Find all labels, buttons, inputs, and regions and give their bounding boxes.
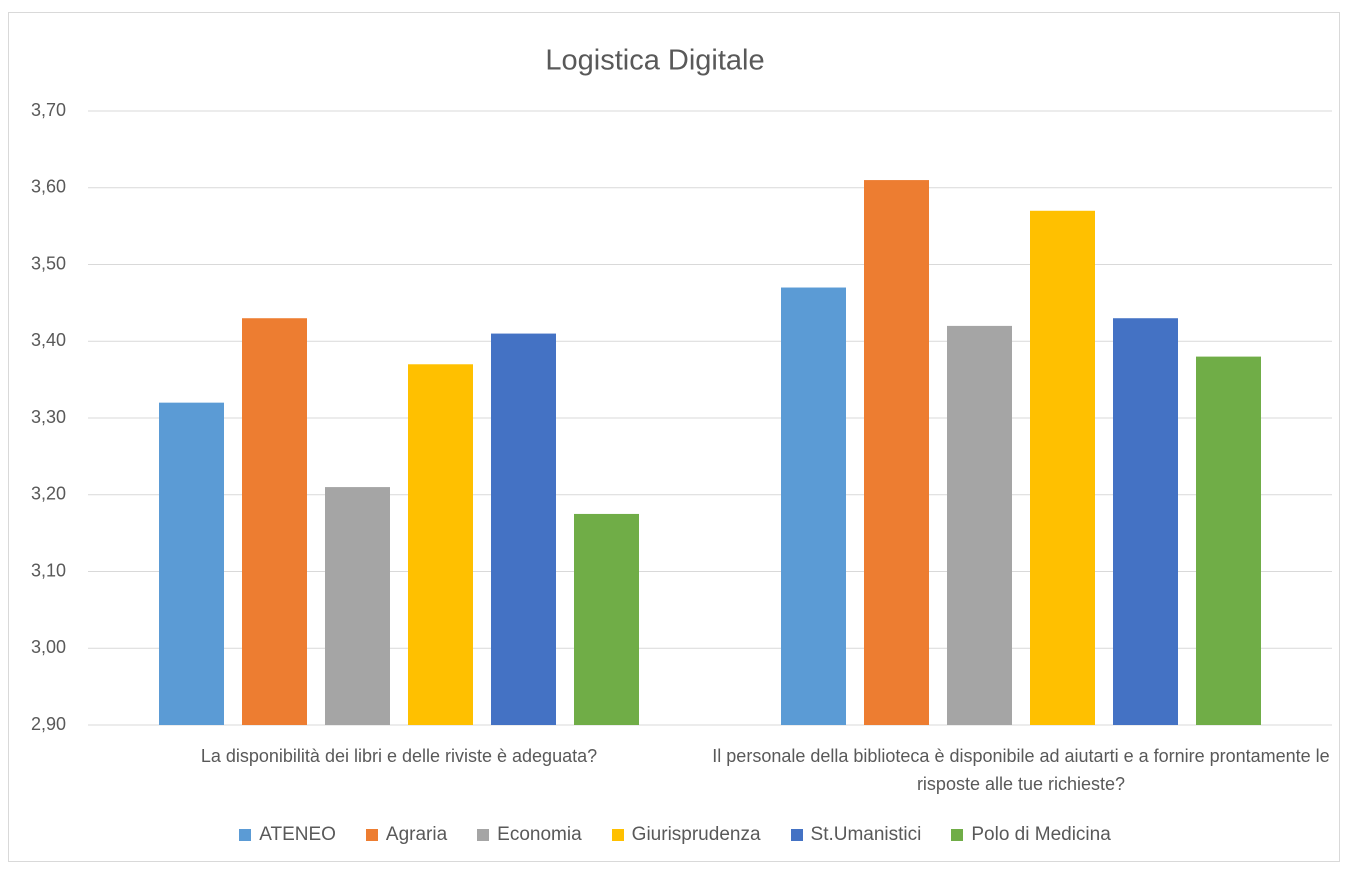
y-tick-label: 2,90 (31, 714, 66, 734)
legend-item: Agraria (365, 824, 448, 846)
bar (1196, 356, 1261, 725)
bar (1030, 210, 1095, 725)
chart-border (8, 12, 1340, 862)
legend-item: St.Umanistici (790, 824, 922, 846)
legend: ATENEO Agraria Economia Giurisprudenza St.Um… (0, 824, 1350, 846)
y-tick-label: 3,40 (31, 330, 66, 350)
legend-swatch (365, 829, 378, 841)
bar (574, 513, 639, 725)
y-tick-label: 3,20 (31, 484, 66, 504)
bar (242, 318, 307, 725)
bar (864, 180, 929, 725)
legend-label: Agraria (385, 824, 448, 845)
legend-item: Polo di Medicina (951, 824, 1111, 846)
y-tick-label: 3,00 (31, 637, 66, 657)
legend-item: Giurisprudenza (611, 824, 761, 846)
bar (325, 487, 390, 725)
legend-swatch (611, 829, 624, 841)
legend-label: Economia (497, 824, 582, 845)
bar (408, 364, 473, 725)
x-tick-label: La disponibilità dei libri e delle rivis… (200, 746, 598, 766)
y-tick-label: 3,50 (31, 253, 66, 273)
bar (781, 287, 846, 725)
y-tick-label: 3,10 (31, 560, 66, 580)
legend-swatch (790, 829, 803, 841)
legend-label: St.Umanistici (810, 824, 922, 845)
legend-label: Polo di Medicina (971, 824, 1111, 845)
y-tick-label: 3,70 (31, 100, 66, 120)
legend-item: Economia (477, 824, 582, 846)
x-tick-label: Il personale della biblioteca è disponib… (712, 746, 1330, 794)
bar (1113, 318, 1178, 725)
legend-swatch (951, 829, 964, 841)
legend-swatch (239, 829, 252, 841)
legend-item: ATENEO (239, 824, 336, 846)
chart-title: Logistica Digitale (545, 45, 764, 77)
legend-label: Giurisprudenza (631, 824, 761, 845)
legend-label: ATENEO (259, 824, 336, 845)
legend-swatch (477, 829, 490, 841)
bar (491, 333, 556, 725)
y-tick-label: 3,30 (31, 407, 66, 427)
y-tick-label: 3,60 (31, 177, 66, 197)
bar (159, 402, 224, 725)
bar (947, 325, 1012, 725)
